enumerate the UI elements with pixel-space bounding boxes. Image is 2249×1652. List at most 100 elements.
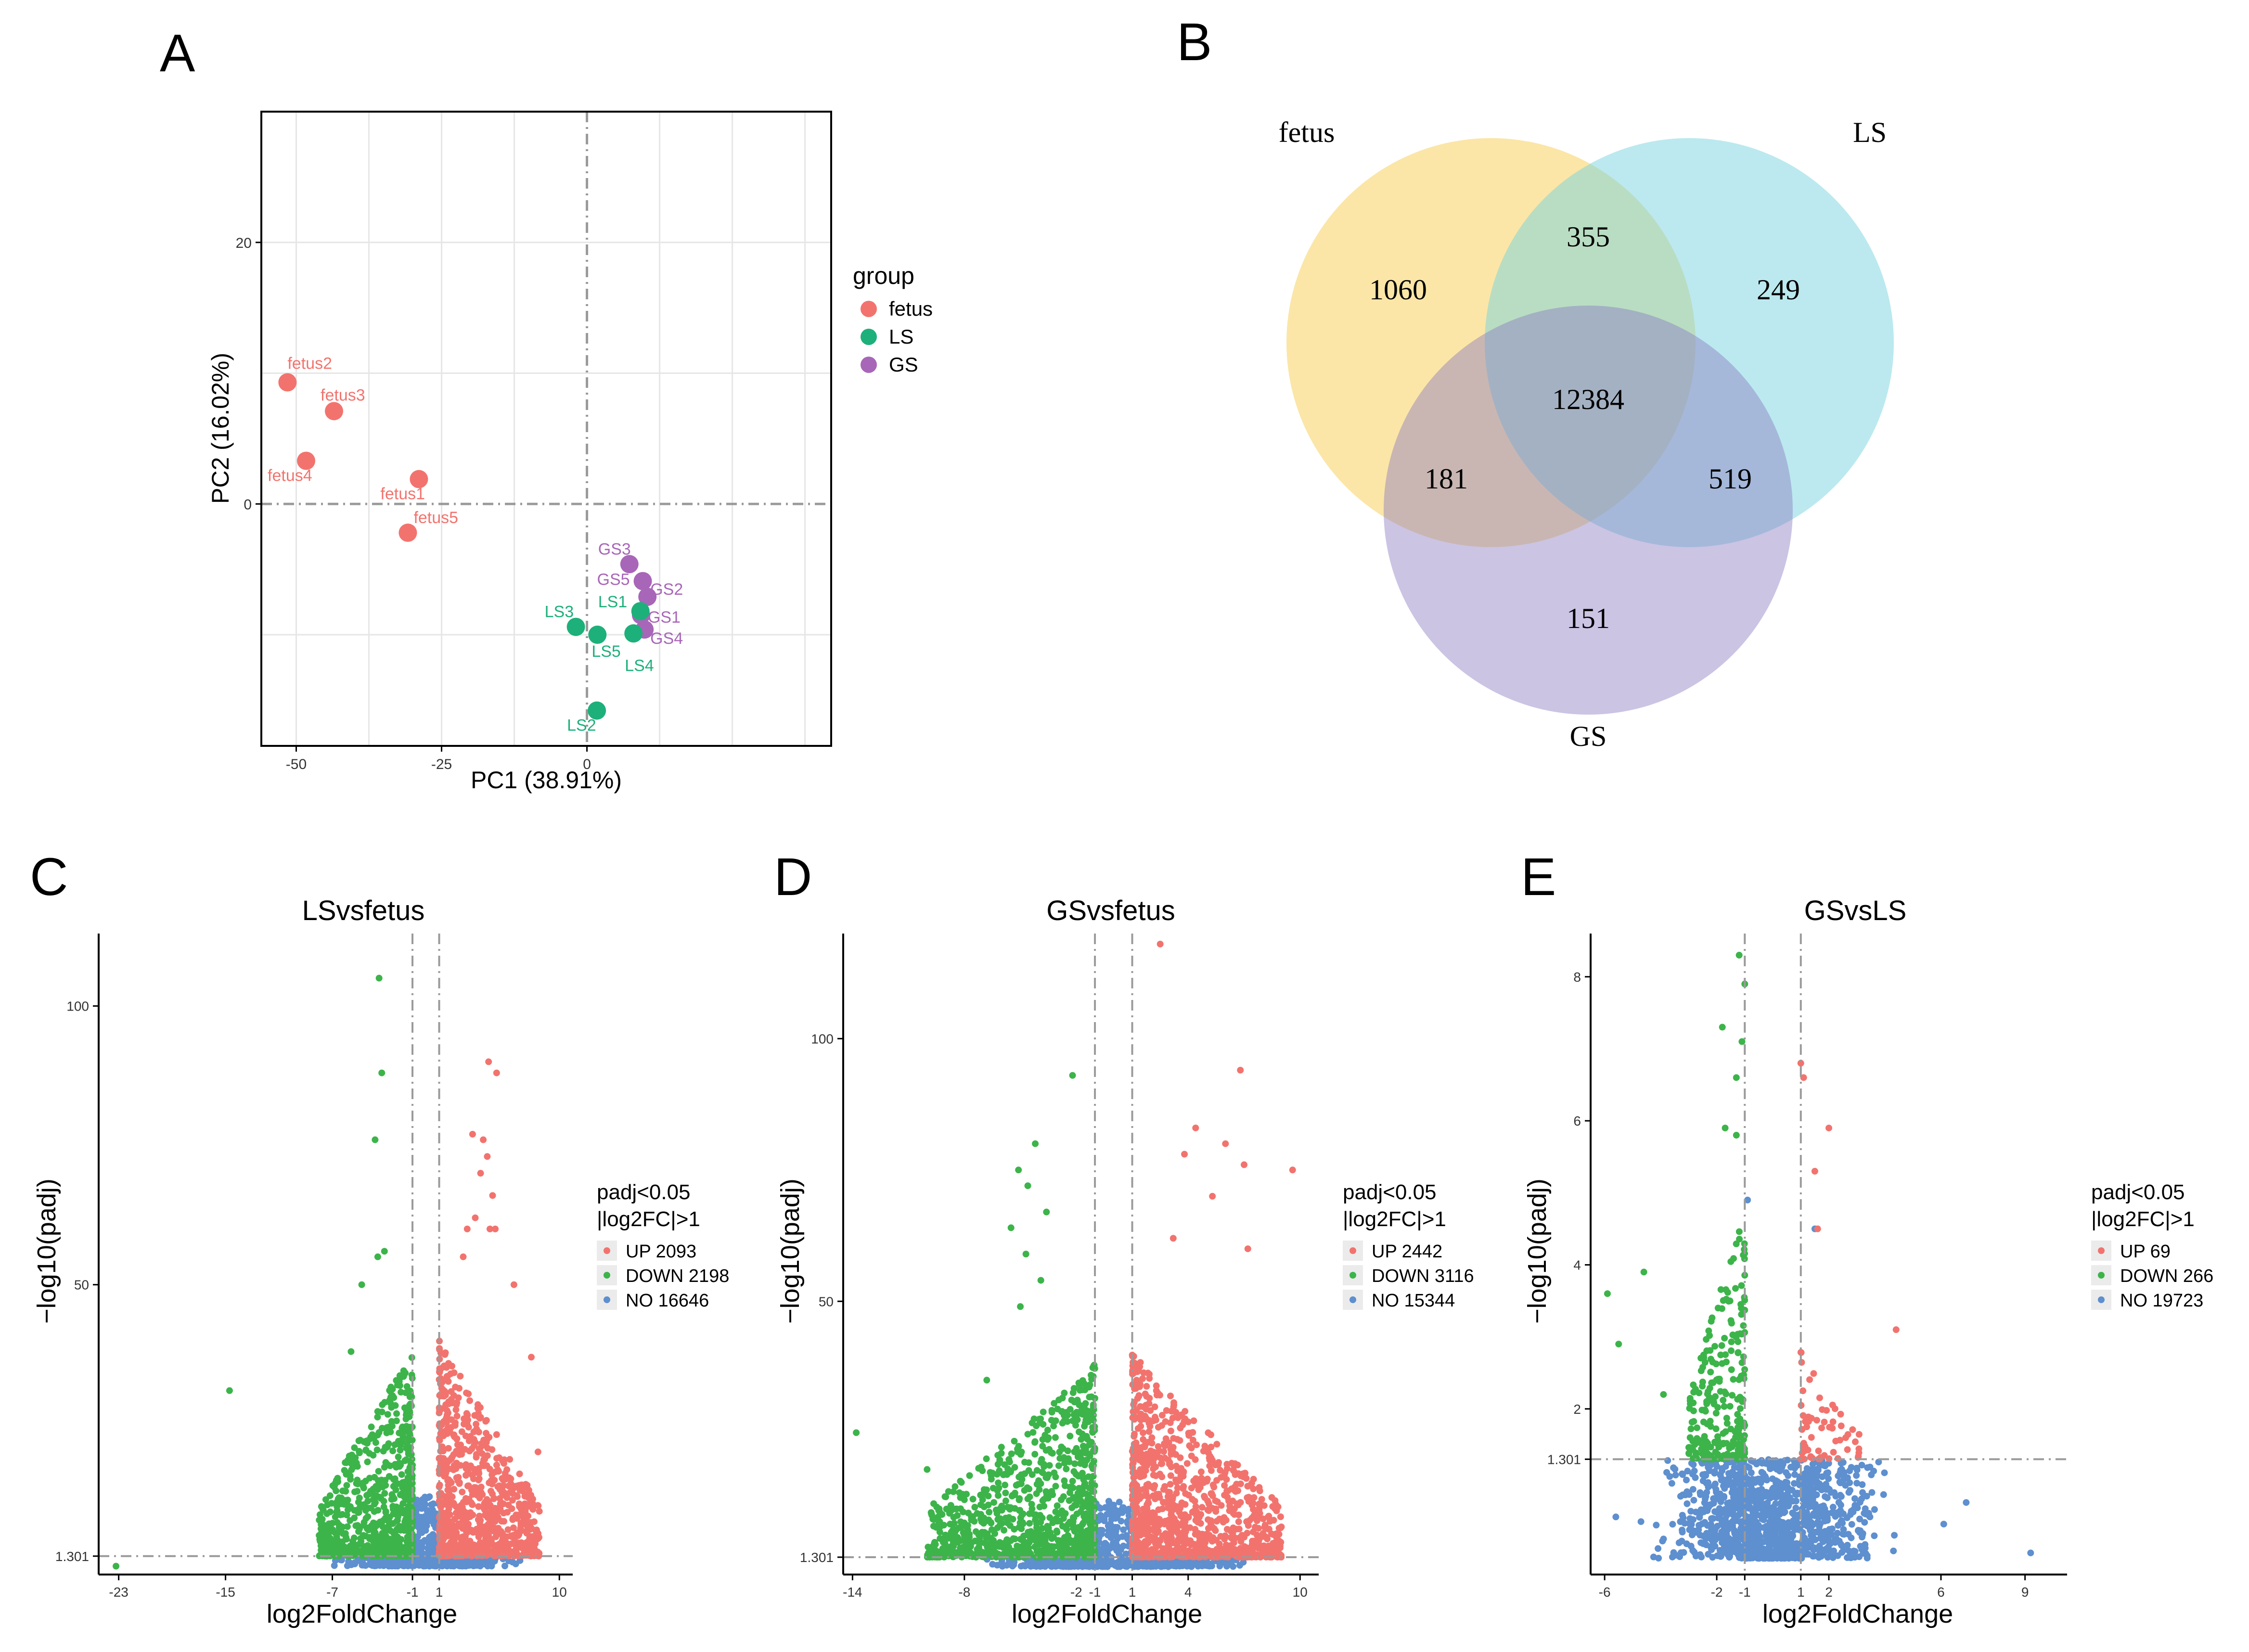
volcano-point bbox=[1117, 1552, 1124, 1560]
volcano-point bbox=[990, 1485, 997, 1492]
volcano-point bbox=[1172, 1546, 1180, 1553]
volcano-point bbox=[450, 1522, 457, 1529]
panel-letter-d: D bbox=[774, 847, 812, 907]
volcano-point bbox=[529, 1496, 536, 1503]
volcano-point bbox=[1003, 1536, 1011, 1543]
volcano-point bbox=[1006, 1459, 1013, 1466]
volcano-point bbox=[994, 1492, 1002, 1499]
volcano-point bbox=[409, 1472, 416, 1479]
volcano-point bbox=[1086, 1504, 1093, 1511]
volcano-point bbox=[1219, 1559, 1226, 1566]
volcano-point bbox=[475, 1533, 482, 1540]
volcano-point bbox=[974, 1546, 981, 1553]
volcano-point bbox=[964, 1522, 971, 1529]
volcano-point bbox=[463, 1410, 470, 1417]
volcano-point bbox=[1076, 1428, 1083, 1435]
volcano-point bbox=[431, 1520, 438, 1527]
volcano-point bbox=[950, 1488, 957, 1495]
volcano-point bbox=[360, 1533, 367, 1540]
volcano-point bbox=[318, 1521, 325, 1528]
volcano-point bbox=[1052, 1417, 1059, 1424]
volcano-point bbox=[1042, 1495, 1049, 1502]
volcano-point bbox=[1041, 1463, 1048, 1470]
volcano-point bbox=[1246, 1517, 1253, 1524]
volcano-point bbox=[1026, 1537, 1033, 1545]
volcano-point bbox=[1161, 1483, 1169, 1490]
x-tick-label: 1 bbox=[436, 1585, 443, 1600]
volcano-point bbox=[1255, 1501, 1262, 1508]
volcano-point bbox=[957, 1547, 964, 1554]
volcano-point bbox=[341, 1467, 348, 1474]
venn-circle-gs bbox=[1384, 306, 1793, 715]
volcano-point bbox=[1159, 1498, 1167, 1506]
pca-point-label: LS3 bbox=[545, 603, 574, 621]
volcano-point bbox=[1186, 1442, 1193, 1449]
volcano-point bbox=[393, 1417, 400, 1424]
volcano-point bbox=[936, 1505, 943, 1512]
volcano-point bbox=[936, 1528, 943, 1536]
volcano-point bbox=[431, 1560, 438, 1567]
volcano-point bbox=[473, 1454, 480, 1461]
volcano-point bbox=[436, 1346, 443, 1353]
volcano-point bbox=[355, 1509, 362, 1516]
venn-circle-ls bbox=[1485, 138, 1894, 547]
volcano-point bbox=[1067, 1433, 1074, 1440]
volcano-point bbox=[344, 1457, 351, 1464]
legend-label-ls: LS bbox=[889, 325, 913, 348]
pca-panel: A fetus2fetus3fetus4fetus1fetus5GS3GS5GS… bbox=[160, 24, 933, 794]
pca-point-label: GS2 bbox=[650, 580, 683, 599]
volcano-point bbox=[476, 1445, 483, 1452]
volcano-point bbox=[428, 1549, 435, 1556]
volcano-point bbox=[1135, 1488, 1142, 1495]
volcano-point bbox=[1016, 1519, 1024, 1526]
volcano-point bbox=[514, 1492, 521, 1499]
volcano-point bbox=[463, 1225, 471, 1232]
volcano-point bbox=[381, 1399, 388, 1406]
volcano-point bbox=[1104, 1531, 1111, 1538]
volcano-point bbox=[1236, 1562, 1243, 1569]
volcano-point bbox=[453, 1412, 461, 1420]
volcano-point bbox=[1158, 1411, 1166, 1419]
pca-point-label: GS3 bbox=[598, 540, 631, 558]
legend-key-no bbox=[604, 1296, 610, 1303]
volcano-point bbox=[444, 1407, 451, 1414]
volcano-point bbox=[1081, 1461, 1088, 1469]
volcano-point bbox=[948, 1507, 955, 1514]
volcano-point bbox=[373, 1447, 381, 1454]
volcano-point bbox=[1019, 1545, 1027, 1552]
venn-count-ls-only: 249 bbox=[1757, 274, 1800, 306]
volcano-point bbox=[1033, 1422, 1040, 1430]
volcano-point bbox=[331, 1562, 338, 1569]
volcano-point bbox=[409, 1436, 416, 1444]
volcano-point bbox=[354, 1477, 361, 1484]
volcano-point bbox=[445, 1541, 452, 1549]
volcano-point bbox=[989, 1561, 996, 1568]
legend-key-down bbox=[604, 1272, 610, 1279]
volcano-point bbox=[1201, 1493, 1208, 1500]
volcano-point bbox=[1208, 1537, 1216, 1545]
volcano-point bbox=[487, 1502, 494, 1509]
volcano-point bbox=[1113, 1511, 1120, 1518]
volcano-point bbox=[1167, 1427, 1174, 1434]
volcano-point bbox=[1197, 1468, 1205, 1475]
x-tick-label: -23 bbox=[109, 1585, 128, 1600]
volcano-point bbox=[1141, 1539, 1148, 1546]
legend-key-up bbox=[604, 1247, 610, 1254]
volcano-point bbox=[1232, 1471, 1239, 1478]
volcano-point bbox=[1069, 1478, 1076, 1485]
volcano-point bbox=[969, 1496, 977, 1503]
volcano-point bbox=[515, 1500, 523, 1508]
volcano-point bbox=[466, 1513, 474, 1520]
volcano-point bbox=[373, 1551, 380, 1559]
volcano-point bbox=[363, 1492, 371, 1499]
volcano-point bbox=[352, 1454, 359, 1461]
volcano-point bbox=[454, 1513, 461, 1520]
volcano-point bbox=[378, 1069, 386, 1076]
volcano-point bbox=[463, 1561, 471, 1568]
volcano-point bbox=[489, 1192, 496, 1199]
volcano-point bbox=[385, 1423, 392, 1431]
volcano-point bbox=[1084, 1511, 1091, 1518]
volcano-point bbox=[1105, 1544, 1112, 1551]
volcano-point bbox=[372, 1439, 379, 1446]
volcano-point bbox=[451, 1419, 459, 1426]
